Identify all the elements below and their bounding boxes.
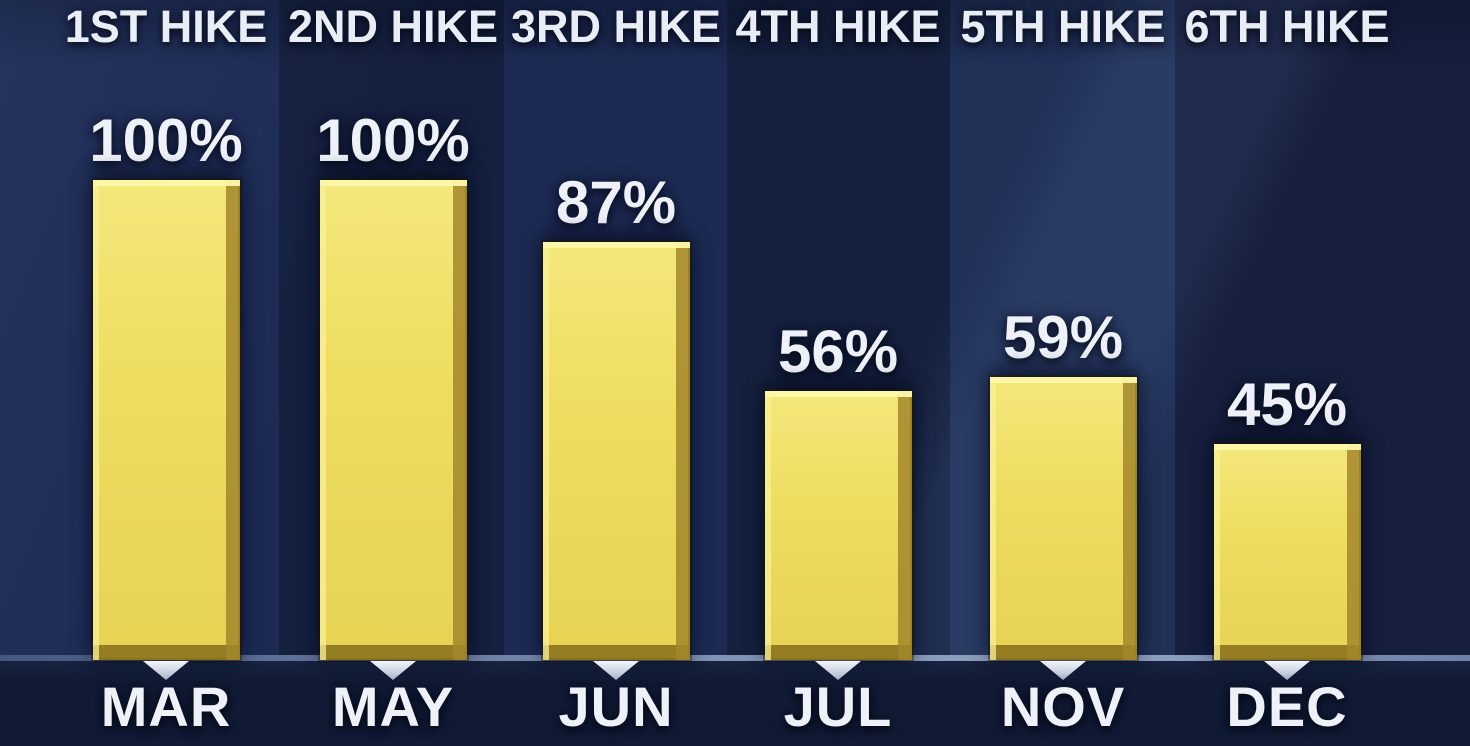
hike-label: 3RD HIKE [510,1,722,52]
bar-jul [764,391,912,660]
column-6th-hike: 6TH HIKE 45% DEC [1172,0,1402,746]
hike-label: 4TH HIKE [735,1,941,52]
column-2nd-hike: 2ND HIKE 100% MAY [278,0,508,746]
column-4th-hike: 4TH HIKE 56% JUL [723,0,953,746]
bar-dec [1213,444,1361,660]
bar-stack: 100% [51,111,281,660]
bar-stack: 59% [948,303,1178,660]
bar-stack: 56% [723,322,953,660]
month-label: JUL [783,675,893,738]
percent-label: 45% [1226,371,1348,438]
percent-label: 59% [1002,303,1124,371]
month-label: DEC [1226,675,1348,738]
bar-nov [989,376,1137,660]
hike-label: 1ST HIKE [64,1,268,52]
hike-label: 2ND HIKE [287,1,499,52]
percent-label: 100% [316,107,470,174]
hike-label: 5TH HIKE [960,1,1166,52]
column-3rd-hike: 3RD HIKE 87% JUN [501,0,731,746]
month-label: MAY [331,675,455,738]
hike-label: 6TH HIKE [1184,1,1390,52]
bar-may [319,180,467,660]
bar-mar [92,180,240,660]
month-label: JUN [558,675,674,738]
percent-label: 100% [89,107,243,174]
month-label: NOV [1000,675,1126,738]
x-axis-baseline [0,655,1470,661]
month-label: MAR [100,675,232,738]
x-axis-label-band [0,661,1470,746]
bar-jun [542,242,690,660]
column-1st-hike: 1ST HIKE 100% MAR [51,0,281,746]
column-5th-hike: 5TH HIKE 59% NOV [948,0,1178,746]
bar-stack: 100% [278,111,508,660]
percent-label: 87% [555,169,677,237]
bar-stack: 87% [501,173,731,660]
percent-label: 56% [777,318,899,386]
bar-stack: 45% [1172,375,1402,660]
